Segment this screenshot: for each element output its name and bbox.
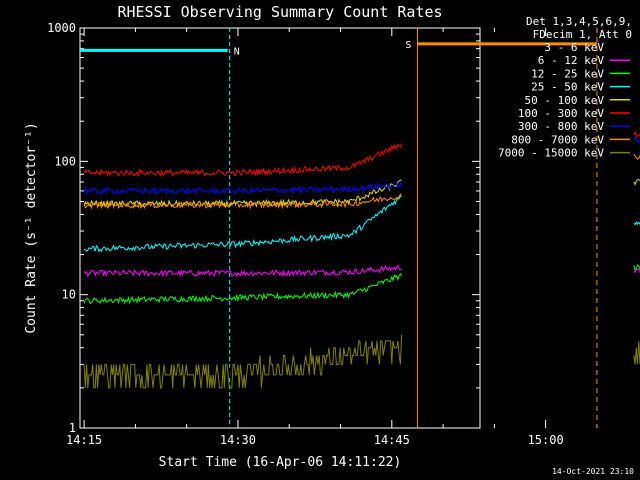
series-trace-9-part-1 xyxy=(83,334,403,389)
legend-label-4: 25 - 50 keV xyxy=(531,81,604,94)
legend-label-8: 800 - 7000 keV xyxy=(511,133,604,146)
legend-label-3: 12 - 25 keV xyxy=(531,67,604,80)
legend-label-6: 100 - 300 keV xyxy=(518,107,604,120)
series-trace-5-part-1 xyxy=(83,179,402,209)
series-trace-5-part-2 xyxy=(633,179,640,186)
legend-header-line-1: Det 1,3,4,5,6,9, xyxy=(526,15,632,28)
y-tick-label: 100 xyxy=(54,154,76,168)
legend-label-1: 3 - 6 keV xyxy=(544,41,604,54)
y-axis-label: Count Rate (s⁻¹ detector⁻¹) xyxy=(24,122,39,333)
plot-area: 110100100014:1514:3014:4515:0015:1515:30… xyxy=(47,21,640,447)
series-trace-4-part-2 xyxy=(633,221,640,226)
x-tick-label: 14:45 xyxy=(374,433,410,447)
night-marker-label: N xyxy=(234,46,240,57)
series-trace-8-part-1 xyxy=(83,193,402,210)
chart-title: RHESSI Observing Summary Count Rates xyxy=(117,3,442,21)
series-trace-6-part-1 xyxy=(83,143,403,178)
series-trace-1-part-2 xyxy=(633,363,640,389)
legend-header-line-2: FDecim 1, Att 0 xyxy=(533,28,632,41)
series-trace-8-part-2 xyxy=(633,153,640,160)
x-axis-label: Start Time (16-Apr-06 14:11:22) xyxy=(159,455,402,470)
y-tick-label: 1000 xyxy=(47,21,76,35)
legend-label-2: 6 - 12 keV xyxy=(538,54,605,67)
footer-timestamp: 14-Oct-2021 23:10 xyxy=(552,467,634,476)
plot-frame xyxy=(79,27,481,429)
x-tick-label: 14:30 xyxy=(220,433,256,447)
series-trace-4-part-1 xyxy=(83,194,402,253)
series-trace-3-part-1 xyxy=(83,273,403,305)
series-trace-7-part-1 xyxy=(83,180,403,196)
saa-marker-label: S xyxy=(405,40,411,51)
series-trace-1-part-1 xyxy=(83,363,403,389)
series-trace-2-part-1 xyxy=(83,264,402,278)
series-trace-9-part-2 xyxy=(633,340,640,365)
y-tick-label: 10 xyxy=(62,288,76,302)
legend-label-5: 50 - 100 keV xyxy=(525,94,605,107)
x-tick-label: 14:15 xyxy=(66,433,102,447)
legend-label-9: 7000 - 15000 keV xyxy=(498,147,604,160)
y-tick-label: 1 xyxy=(69,421,76,435)
x-tick-label: 15:00 xyxy=(528,433,564,447)
legend-label-7: 300 - 800 keV xyxy=(518,120,604,133)
